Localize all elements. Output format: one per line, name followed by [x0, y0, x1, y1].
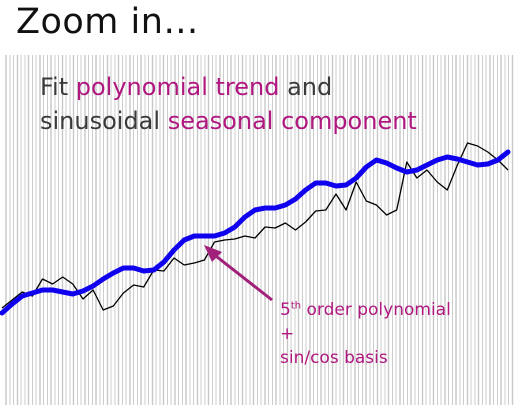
slide-title: Zoom in… — [16, 2, 199, 42]
annotation-order-number: 5 — [280, 300, 291, 320]
vertical-gridlines — [5, 55, 514, 405]
annotation-superscript: th — [290, 300, 302, 312]
caption-line-1: Fit polynomial trend and — [40, 70, 417, 104]
caption-text: sinusoidal — [40, 107, 168, 135]
caption-accent-polynomial-trend: polynomial trend — [75, 73, 280, 101]
caption-accent-seasonal-component: seasonal component — [167, 107, 417, 135]
annotation-plus: + — [280, 324, 295, 344]
annotation-line-1: 5th order polynomial — [280, 298, 451, 322]
annotation-text: order polynomial — [301, 300, 451, 320]
observed-data-line — [1, 142, 509, 311]
time-series-plot — [0, 55, 514, 405]
caption-text: Fit — [40, 73, 76, 101]
plot-caption: Fit polynomial trend and sinusoidal seas… — [40, 70, 417, 138]
fit-annotation: 5th order polynomial + sin/cos basis — [280, 298, 451, 370]
caption-text: and — [279, 73, 333, 101]
annotation-arrow — [204, 245, 273, 302]
caption-line-2: sinusoidal seasonal component — [40, 104, 417, 138]
fitted-trend-seasonal-line — [0, 149, 511, 316]
annotation-basis-text: sin/cos basis — [280, 348, 388, 368]
